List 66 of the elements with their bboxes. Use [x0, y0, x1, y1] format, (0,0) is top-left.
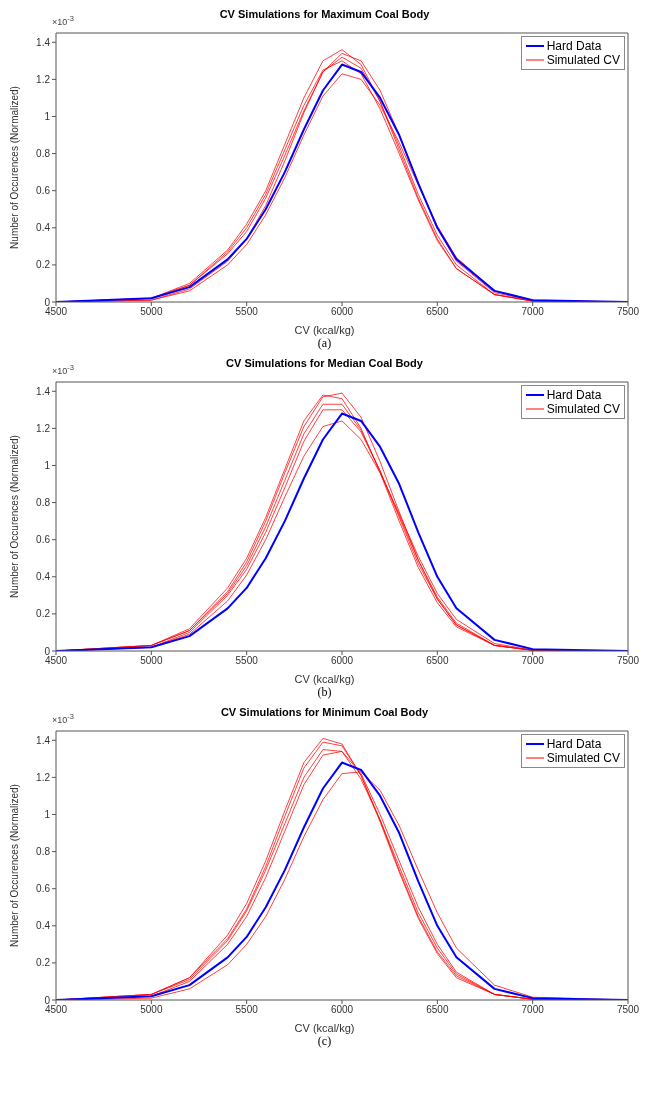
y-tick-label: 1.2	[36, 73, 51, 85]
legend-label: Simulated CV	[546, 53, 620, 67]
y-tick-label: 0.8	[36, 497, 51, 509]
x-tick-label: 5000	[140, 1004, 163, 1016]
y-tick-label: 0.4	[36, 222, 51, 234]
y-tick-label: 0.4	[36, 920, 51, 932]
y-axis-title: Number of Occurences (Normalized)	[8, 86, 20, 249]
y-tick-label: 0.6	[36, 185, 51, 197]
x-tick-label: 4500	[44, 306, 68, 318]
x-tick-label: 4500	[44, 1004, 68, 1016]
text: (a)	[316, 336, 333, 351]
y-tick-label: 0.2	[36, 259, 51, 271]
text: (b)	[316, 685, 333, 700]
x-tick-label: 7500	[616, 306, 640, 318]
y-tick-label: 0.6	[36, 534, 51, 546]
x-tick-label: 5500	[235, 655, 259, 667]
x-tick-label: 6500	[426, 306, 449, 318]
x-tick-label: 7000	[521, 1004, 545, 1016]
x-tick-label: 5500	[235, 1004, 259, 1016]
y-tick-label: 1	[44, 809, 51, 821]
y-tick-label: 0	[44, 645, 51, 657]
y-axis-title: Number of Occurences (Normalized)	[8, 435, 20, 598]
y-tick-label: 1	[44, 111, 51, 123]
y-tick-label: 1	[44, 460, 51, 472]
legend-label: Hard Data	[546, 388, 602, 402]
y-tick-label: 0.8	[36, 148, 51, 160]
y-axis-title: Number of Occurences (Normalized)	[8, 784, 20, 947]
text: ×10$^{-3}$	[52, 14, 74, 27]
chart-title: CV Simulations for Median Coal Body	[226, 357, 423, 369]
x-tick-label: 5500	[235, 306, 259, 318]
legend-label: Hard Data	[546, 737, 602, 751]
y-tick-label: 1.4	[36, 385, 51, 397]
x-axis-title: CV (kcal/kg)	[293, 673, 356, 685]
legend-label: Simulated CV	[546, 751, 620, 765]
y-tick-label: 1.2	[36, 422, 51, 434]
x-tick-label: 7500	[616, 655, 640, 667]
x-tick-label: 7000	[521, 306, 545, 318]
y-tick-label: 1.2	[36, 771, 51, 783]
x-tick-label: 6500	[426, 1004, 449, 1016]
x-tick-label: 6000	[330, 655, 354, 667]
text: ×10$^{-3}$	[52, 712, 74, 725]
x-tick-label: 5000	[140, 306, 163, 318]
x-axis-title: CV (kcal/kg)	[293, 1022, 356, 1034]
y-tick-label: 0.2	[36, 957, 51, 969]
x-tick-label: 5000	[140, 655, 163, 667]
legend-label: Hard Data	[546, 39, 602, 53]
legend-label: Simulated CV	[546, 402, 620, 416]
x-axis-title: CV (kcal/kg)	[293, 324, 356, 336]
x-tick-label: 7000	[521, 655, 545, 667]
y-tick-label: 0.4	[36, 571, 51, 583]
y-tick-label: 1.4	[36, 36, 51, 48]
y-tick-label: 0	[44, 296, 51, 308]
chart-title: CV Simulations for Maximum Coal Body	[219, 8, 430, 20]
y-tick-label: 1.4	[36, 734, 51, 746]
x-tick-label: 4500	[44, 655, 68, 667]
x-tick-label: 6000	[330, 1004, 354, 1016]
y-tick-label: 0.2	[36, 608, 51, 620]
x-tick-label: 6000	[330, 306, 354, 318]
y-tick-label: 0.8	[36, 846, 51, 858]
text: ×10$^{-3}$	[52, 363, 74, 376]
y-tick-label: 0	[44, 994, 51, 1006]
text: (c)	[316, 1034, 333, 1049]
y-tick-label: 0.6	[36, 883, 51, 895]
chart-title: CV Simulations for Minimum Coal Body	[220, 706, 429, 718]
x-tick-label: 7500	[616, 1004, 640, 1016]
x-tick-label: 6500	[426, 655, 449, 667]
